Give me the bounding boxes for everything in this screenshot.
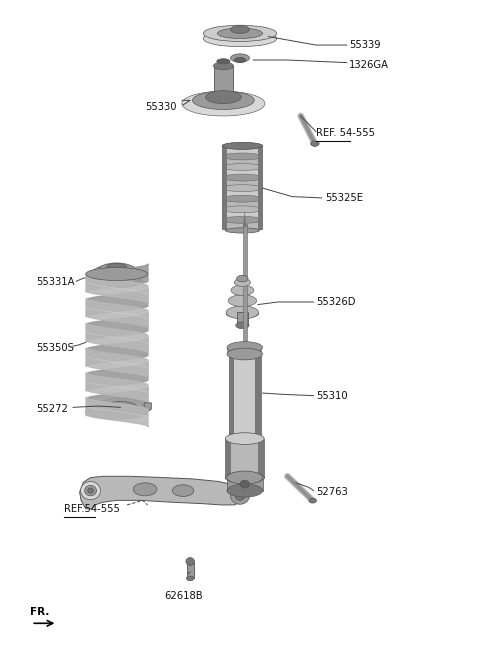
Text: 52763: 52763 [316,487,348,497]
Text: 62618B: 62618B [164,591,203,601]
Ellipse shape [84,485,96,496]
Text: REF.54-555: REF.54-555 [64,504,120,514]
Ellipse shape [203,30,277,47]
Polygon shape [225,439,231,478]
Ellipse shape [225,472,264,483]
Ellipse shape [81,482,100,500]
Ellipse shape [230,54,250,62]
Polygon shape [255,354,261,439]
Text: FR.: FR. [30,607,49,617]
Text: 55339: 55339 [349,40,381,50]
Ellipse shape [227,484,263,497]
Polygon shape [227,348,263,354]
Polygon shape [222,178,263,188]
Ellipse shape [222,142,263,150]
Ellipse shape [227,348,263,360]
Ellipse shape [230,487,250,504]
Ellipse shape [217,59,230,64]
Ellipse shape [86,268,147,281]
Ellipse shape [217,28,263,39]
Polygon shape [144,403,151,414]
Polygon shape [228,354,234,439]
Ellipse shape [309,499,316,503]
Ellipse shape [182,91,265,116]
Ellipse shape [96,407,145,418]
Polygon shape [227,478,263,491]
Ellipse shape [104,401,137,413]
Ellipse shape [226,309,259,318]
Ellipse shape [205,91,241,104]
Polygon shape [222,146,227,230]
Ellipse shape [235,491,245,501]
Polygon shape [243,211,247,227]
Polygon shape [222,188,263,199]
Ellipse shape [222,163,263,171]
Polygon shape [243,224,247,351]
Text: 55350S: 55350S [36,342,74,352]
Ellipse shape [222,206,263,213]
Ellipse shape [237,276,248,282]
Polygon shape [228,354,261,439]
Ellipse shape [222,174,263,181]
Ellipse shape [91,275,142,288]
Polygon shape [258,439,264,478]
Polygon shape [222,167,263,178]
Ellipse shape [222,153,263,160]
Ellipse shape [225,433,264,444]
Ellipse shape [311,141,319,146]
Ellipse shape [231,285,254,295]
Ellipse shape [228,349,261,359]
Ellipse shape [228,434,261,443]
Text: REF. 54-555: REF. 54-555 [316,128,375,138]
Ellipse shape [240,480,250,488]
Polygon shape [225,439,264,478]
Text: 55331A: 55331A [36,277,74,287]
Text: 55325E: 55325E [325,193,363,203]
Polygon shape [187,562,193,579]
Ellipse shape [97,263,136,279]
Polygon shape [222,220,263,230]
Polygon shape [222,199,263,209]
Ellipse shape [234,279,251,287]
Ellipse shape [86,406,147,419]
Text: 1326GA: 1326GA [349,60,389,70]
Ellipse shape [222,185,263,192]
Ellipse shape [222,216,263,223]
Ellipse shape [203,25,277,41]
Ellipse shape [222,142,263,150]
Ellipse shape [226,306,259,319]
Ellipse shape [234,58,246,62]
Text: 55310: 55310 [316,391,348,401]
Ellipse shape [96,398,145,417]
Text: 55330: 55330 [145,102,177,112]
Polygon shape [214,66,233,98]
Text: 55326D: 55326D [316,297,355,307]
Ellipse shape [106,263,127,273]
Polygon shape [80,476,244,509]
Ellipse shape [172,485,194,497]
Ellipse shape [228,295,257,306]
Ellipse shape [91,264,142,285]
Polygon shape [258,146,263,230]
Polygon shape [222,146,263,156]
Ellipse shape [236,322,249,329]
Ellipse shape [227,471,263,484]
Polygon shape [237,312,248,325]
Ellipse shape [88,488,94,493]
Ellipse shape [227,342,263,354]
Polygon shape [222,209,263,220]
Ellipse shape [230,26,250,33]
Ellipse shape [186,558,194,565]
Text: 55272: 55272 [36,404,68,415]
Ellipse shape [214,62,233,70]
Polygon shape [222,156,263,167]
Ellipse shape [192,91,254,110]
Ellipse shape [133,483,157,496]
Ellipse shape [186,576,194,581]
Ellipse shape [222,195,263,202]
Ellipse shape [225,228,260,233]
